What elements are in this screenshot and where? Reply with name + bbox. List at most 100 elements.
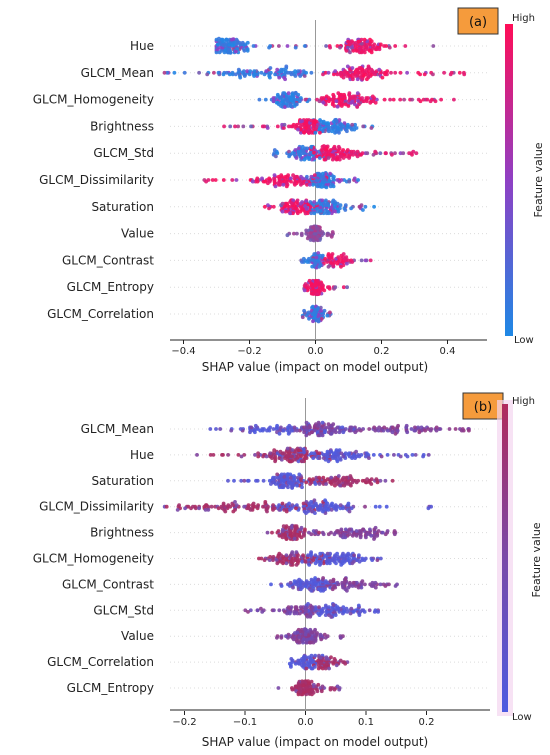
- shap-point: [347, 91, 352, 96]
- shap-point: [373, 47, 378, 52]
- shap-point: [347, 156, 351, 160]
- shap-point: [306, 689, 311, 693]
- shap-point: [343, 69, 347, 74]
- x-tick-label: −0.4: [171, 346, 195, 357]
- shap-point: [259, 606, 263, 611]
- shap-point: [294, 174, 298, 179]
- shap-point: [334, 130, 339, 134]
- shap-point: [324, 579, 328, 584]
- shap-point: [376, 610, 380, 614]
- shap-point: [280, 484, 285, 489]
- shap-point: [347, 451, 352, 456]
- shap-point: [204, 503, 209, 507]
- shap-point: [338, 483, 342, 488]
- shap-point: [309, 145, 314, 150]
- shap-point: [418, 72, 422, 77]
- shap-point: [284, 634, 288, 639]
- shap-point: [306, 310, 311, 315]
- shap-point: [357, 47, 362, 52]
- shap-point: [383, 532, 388, 537]
- panel-a-colorbar-low: Low: [514, 335, 534, 346]
- shap-point: [352, 553, 356, 558]
- shap-point: [352, 176, 357, 181]
- feature-label: Brightness: [90, 119, 154, 133]
- shap-point: [298, 689, 302, 694]
- shap-point: [313, 289, 317, 293]
- shap-point: [232, 478, 236, 483]
- shap-point: [373, 72, 377, 77]
- shap-point: [333, 200, 337, 204]
- shap-point: [304, 156, 308, 160]
- shap-point: [287, 149, 291, 154]
- shap-point: [330, 558, 335, 562]
- shap-point: [296, 92, 301, 97]
- shap-point: [312, 211, 317, 216]
- shap-point: [297, 611, 302, 616]
- shap-point: [225, 70, 229, 75]
- shap-point: [349, 100, 354, 105]
- shap-point: [253, 430, 257, 435]
- shap-point: [326, 156, 331, 160]
- shap-point: [303, 282, 308, 286]
- shap-point: [294, 550, 299, 554]
- shap-point: [307, 131, 311, 135]
- shap-point: [227, 72, 232, 77]
- shap-point: [401, 151, 406, 156]
- shap-point: [292, 231, 296, 236]
- shap-point: [305, 640, 309, 645]
- shap-point: [343, 577, 348, 581]
- shap-point: [319, 637, 324, 642]
- shap-point: [367, 456, 371, 460]
- feature-label: Hue: [130, 39, 154, 53]
- shap-point: [341, 585, 345, 590]
- shap-point: [333, 613, 338, 617]
- shap-point: [337, 430, 342, 435]
- shap-point: [393, 44, 398, 48]
- shap-point: [267, 206, 271, 211]
- shap-point: [339, 264, 343, 269]
- shap-point: [309, 550, 313, 554]
- shap-point: [329, 615, 334, 619]
- shap-point: [349, 425, 354, 430]
- shap-point: [289, 104, 293, 109]
- shap-point: [301, 148, 305, 153]
- shap-point: [391, 97, 396, 102]
- shap-point: [165, 70, 170, 75]
- shap-point: [289, 657, 294, 661]
- shap-point: [372, 204, 376, 209]
- shap-point: [324, 185, 329, 190]
- shap-point: [354, 533, 359, 538]
- shap-point: [426, 453, 431, 457]
- shap-point: [293, 74, 298, 78]
- shap-point: [319, 282, 324, 286]
- shap-point: [315, 689, 320, 694]
- shap-point: [417, 430, 422, 435]
- shap-point: [210, 178, 215, 182]
- shap-point: [221, 72, 226, 77]
- shap-point: [356, 603, 361, 608]
- shap-point: [276, 686, 281, 690]
- shap-point: [368, 258, 373, 263]
- shap-point: [206, 508, 211, 512]
- shap-point: [333, 503, 338, 507]
- shap-point: [273, 475, 278, 480]
- shap-point: [369, 477, 374, 482]
- shap-point: [295, 231, 299, 236]
- shap-point: [325, 449, 330, 454]
- shap-point: [398, 70, 403, 75]
- shap-point: [311, 477, 315, 482]
- shap-point: [261, 504, 265, 509]
- shap-point: [347, 527, 352, 532]
- shap-point: [286, 104, 290, 108]
- shap-point: [357, 559, 362, 564]
- shap-point: [294, 122, 299, 127]
- shap-point: [331, 264, 336, 268]
- shap-point: [413, 425, 417, 430]
- shap-point: [300, 663, 304, 668]
- shap-point: [288, 211, 292, 216]
- shap-point: [434, 428, 439, 433]
- shap-point: [376, 428, 381, 433]
- shap-point: [316, 306, 320, 311]
- shap-point: [282, 474, 287, 479]
- shap-point: [348, 611, 353, 616]
